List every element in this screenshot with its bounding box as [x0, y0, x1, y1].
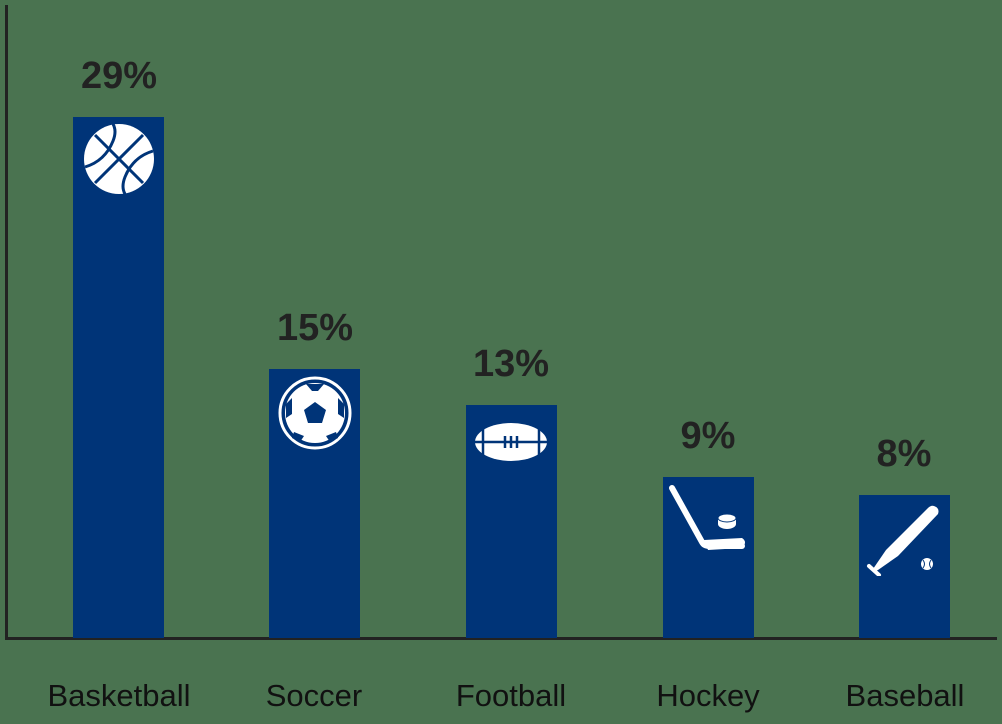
value-label: 29% — [80, 55, 158, 97]
basketball-icon — [84, 123, 154, 195]
value-label: 9% — [680, 415, 736, 457]
soccer-ball-icon — [278, 376, 352, 450]
value-label: 15% — [276, 307, 354, 349]
y-axis — [5, 5, 8, 640]
category-label: Soccer — [265, 678, 363, 713]
bar-baseball — [859, 495, 950, 638]
hockey-stick-icon — [669, 485, 745, 550]
baseball-bat-icon — [867, 505, 939, 576]
x-axis — [5, 637, 997, 640]
category-label: Hockey — [656, 678, 760, 713]
category-label: Basketball — [47, 678, 191, 713]
category-label: Football — [455, 678, 567, 713]
value-label: 8% — [876, 433, 932, 475]
football-icon — [475, 423, 547, 461]
value-label: 13% — [472, 343, 550, 385]
category-label: Baseball — [845, 678, 965, 713]
bar-basketball — [73, 117, 164, 638]
